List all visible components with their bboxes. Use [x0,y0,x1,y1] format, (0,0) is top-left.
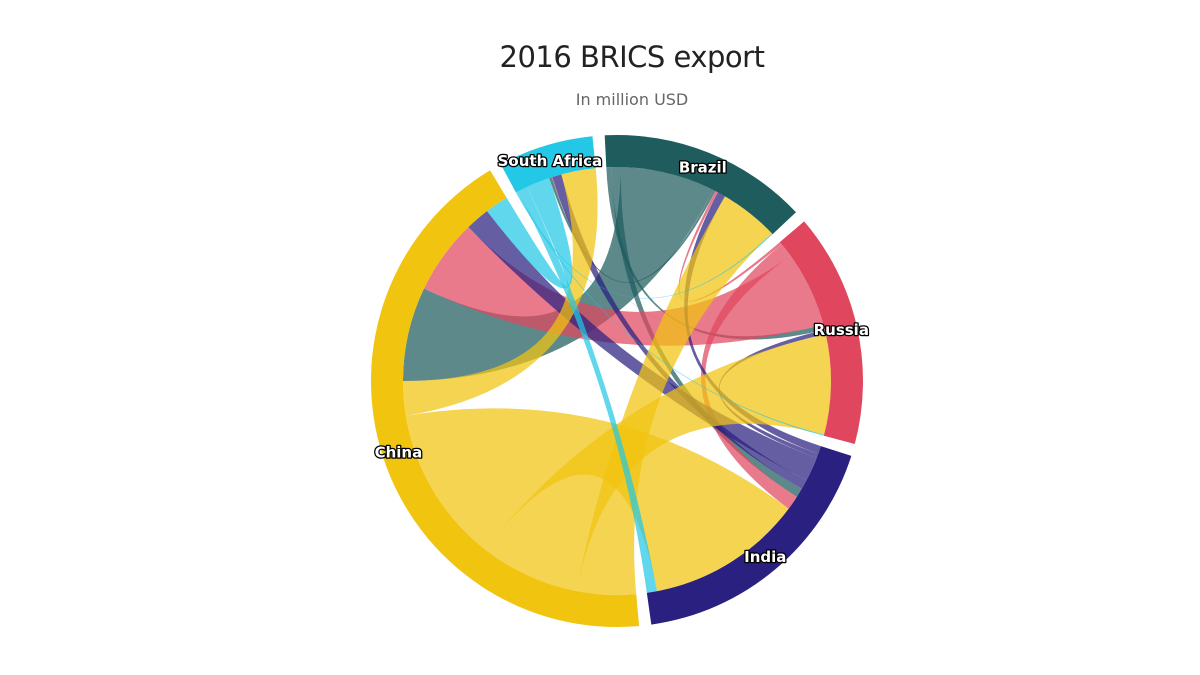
link-brazil-to-china[interactable] [403,167,714,382]
node-arc-brazil[interactable] [604,135,796,235]
chord-links [403,167,831,596]
node-arc-india[interactable] [646,446,852,625]
node-label-brazil: Brazil [679,159,727,177]
link-china-to-russia[interactable] [484,334,831,592]
link-india-to-china[interactable] [468,211,817,481]
node-arc-china[interactable] [370,170,640,628]
link-south-africa-to-india[interactable] [517,186,658,593]
chart-subtitle: In million USD [575,90,689,109]
link-russia-to-china[interactable] [424,227,824,346]
chord-node-arcs [370,135,863,628]
link-china-to-south-africa[interactable] [403,168,598,416]
node-label-russia: Russia [814,321,869,339]
chord-node-labels: Brazil Russia India China South Africa [373,151,870,567]
link-south-africa-to-china[interactable] [486,178,573,289]
node-label-china: China [375,443,423,461]
node-label-south-africa: South Africa [498,152,603,170]
link-china-to-india[interactable] [405,408,789,592]
node-arc-south-africa[interactable] [500,136,596,193]
node-arc-russia[interactable] [779,221,863,445]
chart-title: 2016 BRICS export [499,40,765,74]
node-label-india: India [744,548,786,566]
